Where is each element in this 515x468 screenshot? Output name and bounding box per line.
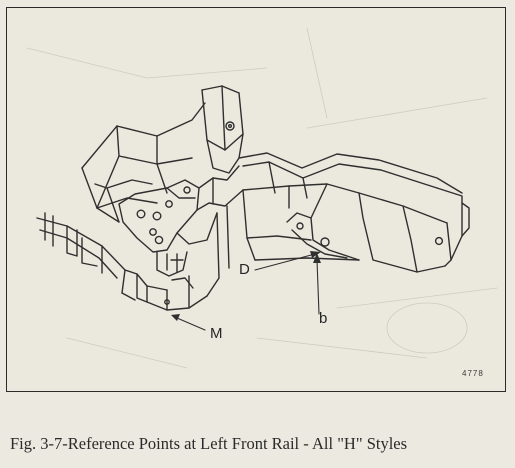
d-arrowhead: [310, 251, 321, 258]
lower-bracket: [121, 251, 208, 311]
leader-lines: [176, 253, 320, 331]
b-leader-line: [316, 259, 320, 315]
rail-side-bracket: [286, 202, 470, 259]
callout-d: D: [239, 261, 250, 278]
background-show-through: [26, 27, 498, 369]
b-arrowhead: [313, 253, 321, 263]
center-crossmember: [176, 165, 244, 297]
d-leader-line: [254, 253, 316, 271]
m-arrowhead: [171, 314, 180, 321]
front-rail-main: [238, 152, 463, 273]
figure-frame: D b M 4778: [6, 7, 506, 392]
gusset-plate: [118, 179, 200, 253]
figure-caption: Fig. 3-7-Reference Points at Left Front …: [10, 434, 408, 453]
front-rail-drawing: [26, 27, 498, 369]
left-bumper-structure: [36, 212, 126, 294]
vertical-pillar: [201, 85, 244, 174]
upper-apron-panels: [81, 102, 206, 223]
callout-b: b: [319, 310, 328, 327]
callout-m: M: [210, 325, 223, 342]
arrowheads: [171, 251, 321, 321]
figure-number: 4778: [462, 369, 484, 378]
m-leader-line: [176, 317, 206, 331]
